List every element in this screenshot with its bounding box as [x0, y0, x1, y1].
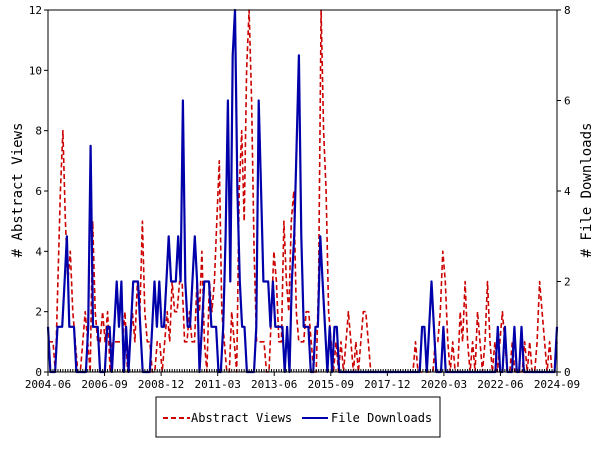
- left-y-tick-label: 4: [35, 245, 42, 258]
- x-tick-label: 2015-09: [308, 378, 354, 391]
- x-tick-label: 2004-06: [25, 378, 71, 391]
- legend-label-abstract-views: Abstract Views: [191, 411, 292, 425]
- left-axis-title: # Abstract Views: [10, 123, 26, 258]
- x-tick-label: 2006-09: [81, 378, 127, 391]
- legend-label-file-downloads: File Downloads: [331, 411, 432, 425]
- series-line-abstract-views: [48, 9, 558, 373]
- right-y-tick-label: 8: [564, 4, 571, 17]
- right-y-tick-label: 6: [564, 95, 571, 108]
- left-y-tick-label: 8: [35, 125, 42, 138]
- x-tick-label: 2022-06: [477, 378, 523, 391]
- left-y-tick-label: 2: [35, 306, 42, 319]
- x-tick-label: 2013-06: [251, 378, 297, 391]
- x-tick-label: 2020-03: [421, 378, 467, 391]
- legend: Abstract Views File Downloads: [155, 396, 441, 438]
- left-y-tick-label: 12: [29, 4, 42, 17]
- left-y-tick-label: 6: [35, 185, 42, 198]
- x-tick-label: 2017-12: [364, 378, 410, 391]
- right-axis-title: # File Downloads: [579, 123, 595, 258]
- right-y-tick-label: 2: [564, 276, 571, 289]
- x-tick-label: 2011-03: [194, 378, 240, 391]
- x-tick-label: 2008-12: [138, 378, 184, 391]
- axes: 2004-06 2006-09 2008-12 2011-03 2013-06 2015-…: [25, 4, 580, 391]
- left-y-tick-label: 0: [35, 366, 42, 379]
- left-y-tick-label: 10: [29, 64, 42, 77]
- legend-box: [155, 396, 441, 438]
- right-y-tick-label: 0: [564, 366, 571, 379]
- x-tick-label: 2024-09: [534, 378, 580, 391]
- right-y-tick-label: 4: [564, 185, 571, 198]
